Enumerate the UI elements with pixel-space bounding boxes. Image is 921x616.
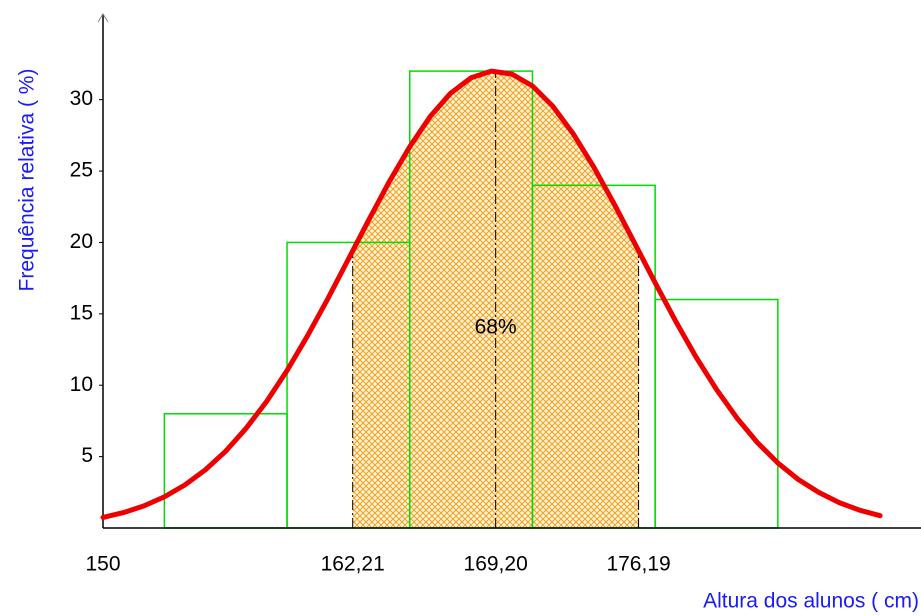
bar [163,413,288,529]
bar [654,298,779,529]
x-tick-label: 162,21 [321,553,385,576]
x-tick-label: 176,19 [606,553,670,576]
normal-curve [100,68,883,520]
y-tick-label: 5 [81,444,93,467]
y-tick-label: 15 [70,301,93,324]
y-tick-label: 30 [70,87,93,110]
annotation: 68% [475,316,517,339]
x-tick-label: 169,20 [464,553,528,576]
x-tick-label: 150 [85,553,120,576]
x-axis-label: Altura dos alunos ( cm) [703,590,919,613]
y-tick-label: 10 [70,373,93,396]
y-tick-label: 25 [70,159,93,182]
y-tick-label: 20 [70,230,93,253]
y-axis-label: Frequência relativa ( %) [16,69,39,292]
y-axis-arrow [97,13,109,23]
